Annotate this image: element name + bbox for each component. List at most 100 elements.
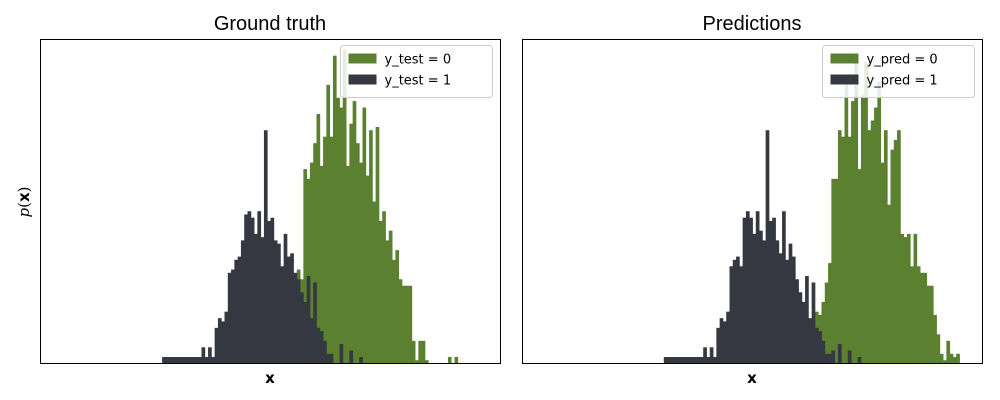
bar-series-0-bin-86 [365, 175, 370, 364]
bar-series-0-bin-73 [323, 136, 327, 364]
bar-series-1-bin-41 [217, 318, 222, 364]
bar-series-0-bin-94 [392, 259, 396, 364]
bar-series-0-bin-118 [952, 357, 957, 364]
bar-series-0-bin-82 [352, 101, 357, 364]
legend-swatch-1 [830, 74, 859, 85]
bar-series-1-bin-63 [290, 253, 294, 364]
bar-series-0-bin-105 [910, 266, 914, 364]
bar-series-1-bin-74 [326, 353, 331, 364]
bar-series-1-bin-26 [168, 357, 173, 364]
bar-series-1-bin-51 [732, 259, 737, 364]
bar-series-1-bin-55 [263, 130, 268, 364]
legend: y_pred = 0 y_pred = 1 [822, 45, 975, 98]
legend-label-0: y_pred = 0 [867, 53, 938, 68]
bar-series-1-bin-81 [831, 350, 836, 364]
bar-series-0-bin-91 [382, 211, 386, 364]
bar-series-1-bin-50 [729, 266, 734, 364]
bar-series-1-bin-41 [699, 357, 704, 364]
bar-series-1-bin-37 [686, 357, 691, 364]
bar-series-1-bin-68 [306, 276, 311, 364]
bar-series-1-bin-38 [690, 357, 694, 364]
bar-series-1-bin-33 [191, 357, 196, 364]
bar-series-0-bin-112 [933, 314, 937, 364]
bar-series-0-bin-90 [860, 94, 865, 364]
bar-series-0-bin-67 [303, 169, 308, 364]
bar-series-0-bin-92 [867, 130, 872, 364]
bar-series-1-bin-52 [254, 233, 258, 364]
bar-series-1-bin-63 [772, 217, 776, 364]
bar-series-1-bin-48 [240, 240, 245, 364]
bar-series-0-bin-71 [316, 114, 321, 364]
bar-series-1-bin-60 [280, 266, 285, 364]
bar-series-0-bin-116 [946, 340, 951, 364]
bar-series-1-bin-31 [667, 357, 671, 364]
bar-series-1-bin-66 [782, 211, 786, 364]
bar-series-1-bin-49 [726, 311, 730, 364]
bar-series-1-bin-70 [795, 279, 799, 364]
bar-series-0-bin-93 [870, 120, 875, 364]
bar-series-1-bin-61 [765, 130, 770, 364]
bar-series-0-bin-89 [375, 126, 380, 364]
bar-series-0-bin-83 [837, 130, 842, 364]
bar-series-1-bin-37 [204, 357, 209, 364]
bar-series-1-bin-72 [801, 301, 806, 364]
legend-swatch-1 [348, 74, 377, 85]
bar-series-0-bin-80 [346, 165, 350, 364]
bar-series-1-bin-57 [752, 233, 757, 364]
legend: y_test = 0 y_test = 1 [340, 45, 493, 98]
panel-predictions: Predictions x y_pred = 0 y_pred = 1 [522, 13, 983, 387]
bar-series-1-bin-32 [670, 357, 675, 364]
bar-series-1-bin-50 [247, 211, 252, 364]
bar-series-1-bin-35 [198, 357, 202, 364]
bar-series-0-bin-117 [949, 353, 954, 364]
bar-series-0-bin-72 [319, 165, 324, 364]
bar-series-0-bin-93 [388, 230, 393, 364]
bar-series-1-bin-77 [818, 331, 822, 364]
bar-series-1-bin-84 [359, 357, 363, 364]
bar-series-1-bin-64 [293, 272, 298, 364]
bar-series-1-bin-62 [768, 220, 773, 364]
bar-series-0-bin-98 [405, 285, 409, 364]
bar-series-0-bin-68 [306, 178, 311, 364]
bar-series-0-bin-109 [923, 272, 928, 364]
bar-series-0-bin-103 [421, 340, 426, 364]
bar-series-1-bin-72 [319, 331, 324, 364]
bars-layer [162, 49, 459, 364]
bar-series-0-bin-88 [854, 62, 859, 364]
bar-series-0-bin-113 [936, 334, 941, 364]
plot-frame [522, 39, 983, 364]
bar-series-1-bin-46 [234, 259, 239, 364]
bar-series-1-bin-31 [185, 357, 189, 364]
bar-series-1-bin-24 [162, 357, 166, 364]
bar-series-1-bin-40 [696, 357, 701, 364]
bar-series-1-bin-71 [316, 327, 321, 364]
bar-series-1-bin-25 [165, 357, 170, 364]
bar-series-0-bin-90 [378, 220, 383, 364]
bar-series-0-bin-87 [369, 130, 373, 364]
bar-series-1-bin-33 [673, 357, 678, 364]
bar-series-0-bin-94 [874, 107, 878, 364]
bar-series-0-bin-107 [916, 266, 921, 364]
bar-series-1-bin-68 [788, 243, 793, 364]
bar-series-1-bin-76 [814, 327, 819, 364]
bar-series-0-bin-77 [336, 97, 340, 364]
bar-series-0-bin-78 [821, 301, 826, 364]
bar-series-0-bin-111 [447, 357, 452, 364]
bar-series-1-bin-60 [762, 240, 767, 364]
bar-series-0-bin-99 [408, 285, 413, 364]
bar-series-0-bin-104 [424, 360, 429, 364]
bar-series-0-bin-101 [897, 130, 901, 364]
bar-series-0-bin-99 [890, 149, 895, 364]
bar-series-1-bin-56 [267, 220, 271, 364]
bar-series-1-bin-71 [798, 292, 803, 364]
bar-series-0-bin-114 [939, 353, 944, 364]
bar-series-0-bin-84 [841, 136, 845, 364]
bar-series-1-bin-45 [231, 269, 235, 364]
bar-series-0-bin-87 [851, 101, 855, 364]
bar-series-0-bin-81 [831, 178, 836, 364]
bar-series-1-bin-34 [194, 357, 199, 364]
bar-series-1-bin-62 [286, 256, 291, 364]
bar-series-0-bin-85 [362, 107, 367, 364]
bar-series-1-bin-69 [791, 256, 796, 364]
